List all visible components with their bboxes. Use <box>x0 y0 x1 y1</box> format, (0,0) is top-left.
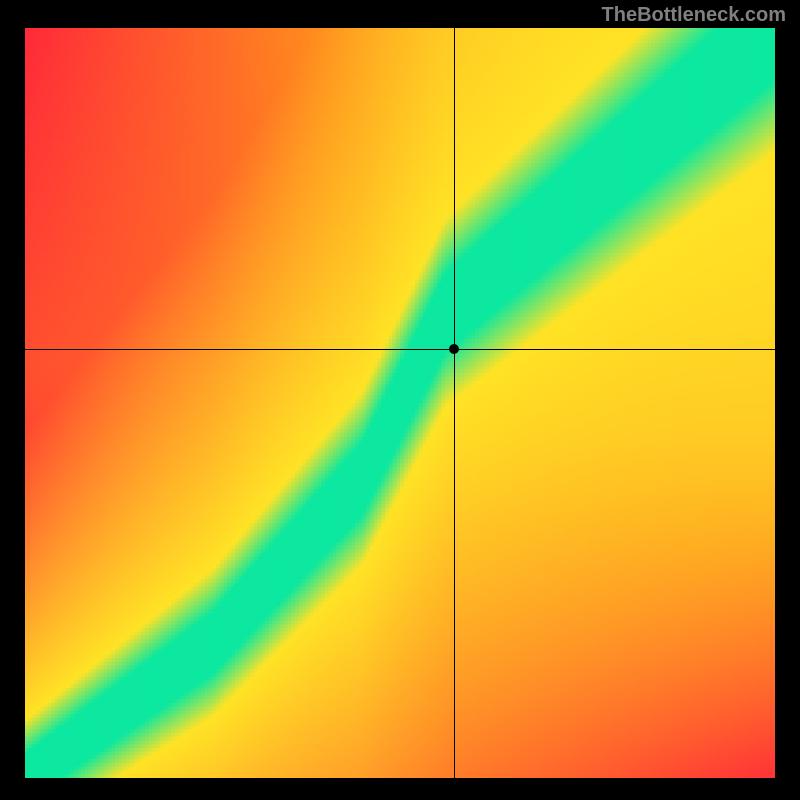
intersection-marker <box>449 344 459 354</box>
heatmap-plot <box>25 28 775 778</box>
crosshair-horizontal <box>25 349 775 350</box>
chart-container: TheBottleneck.com <box>0 0 800 800</box>
heatmap-canvas <box>25 28 775 778</box>
watermark-text: TheBottleneck.com <box>602 4 786 27</box>
crosshair-vertical <box>454 28 455 778</box>
